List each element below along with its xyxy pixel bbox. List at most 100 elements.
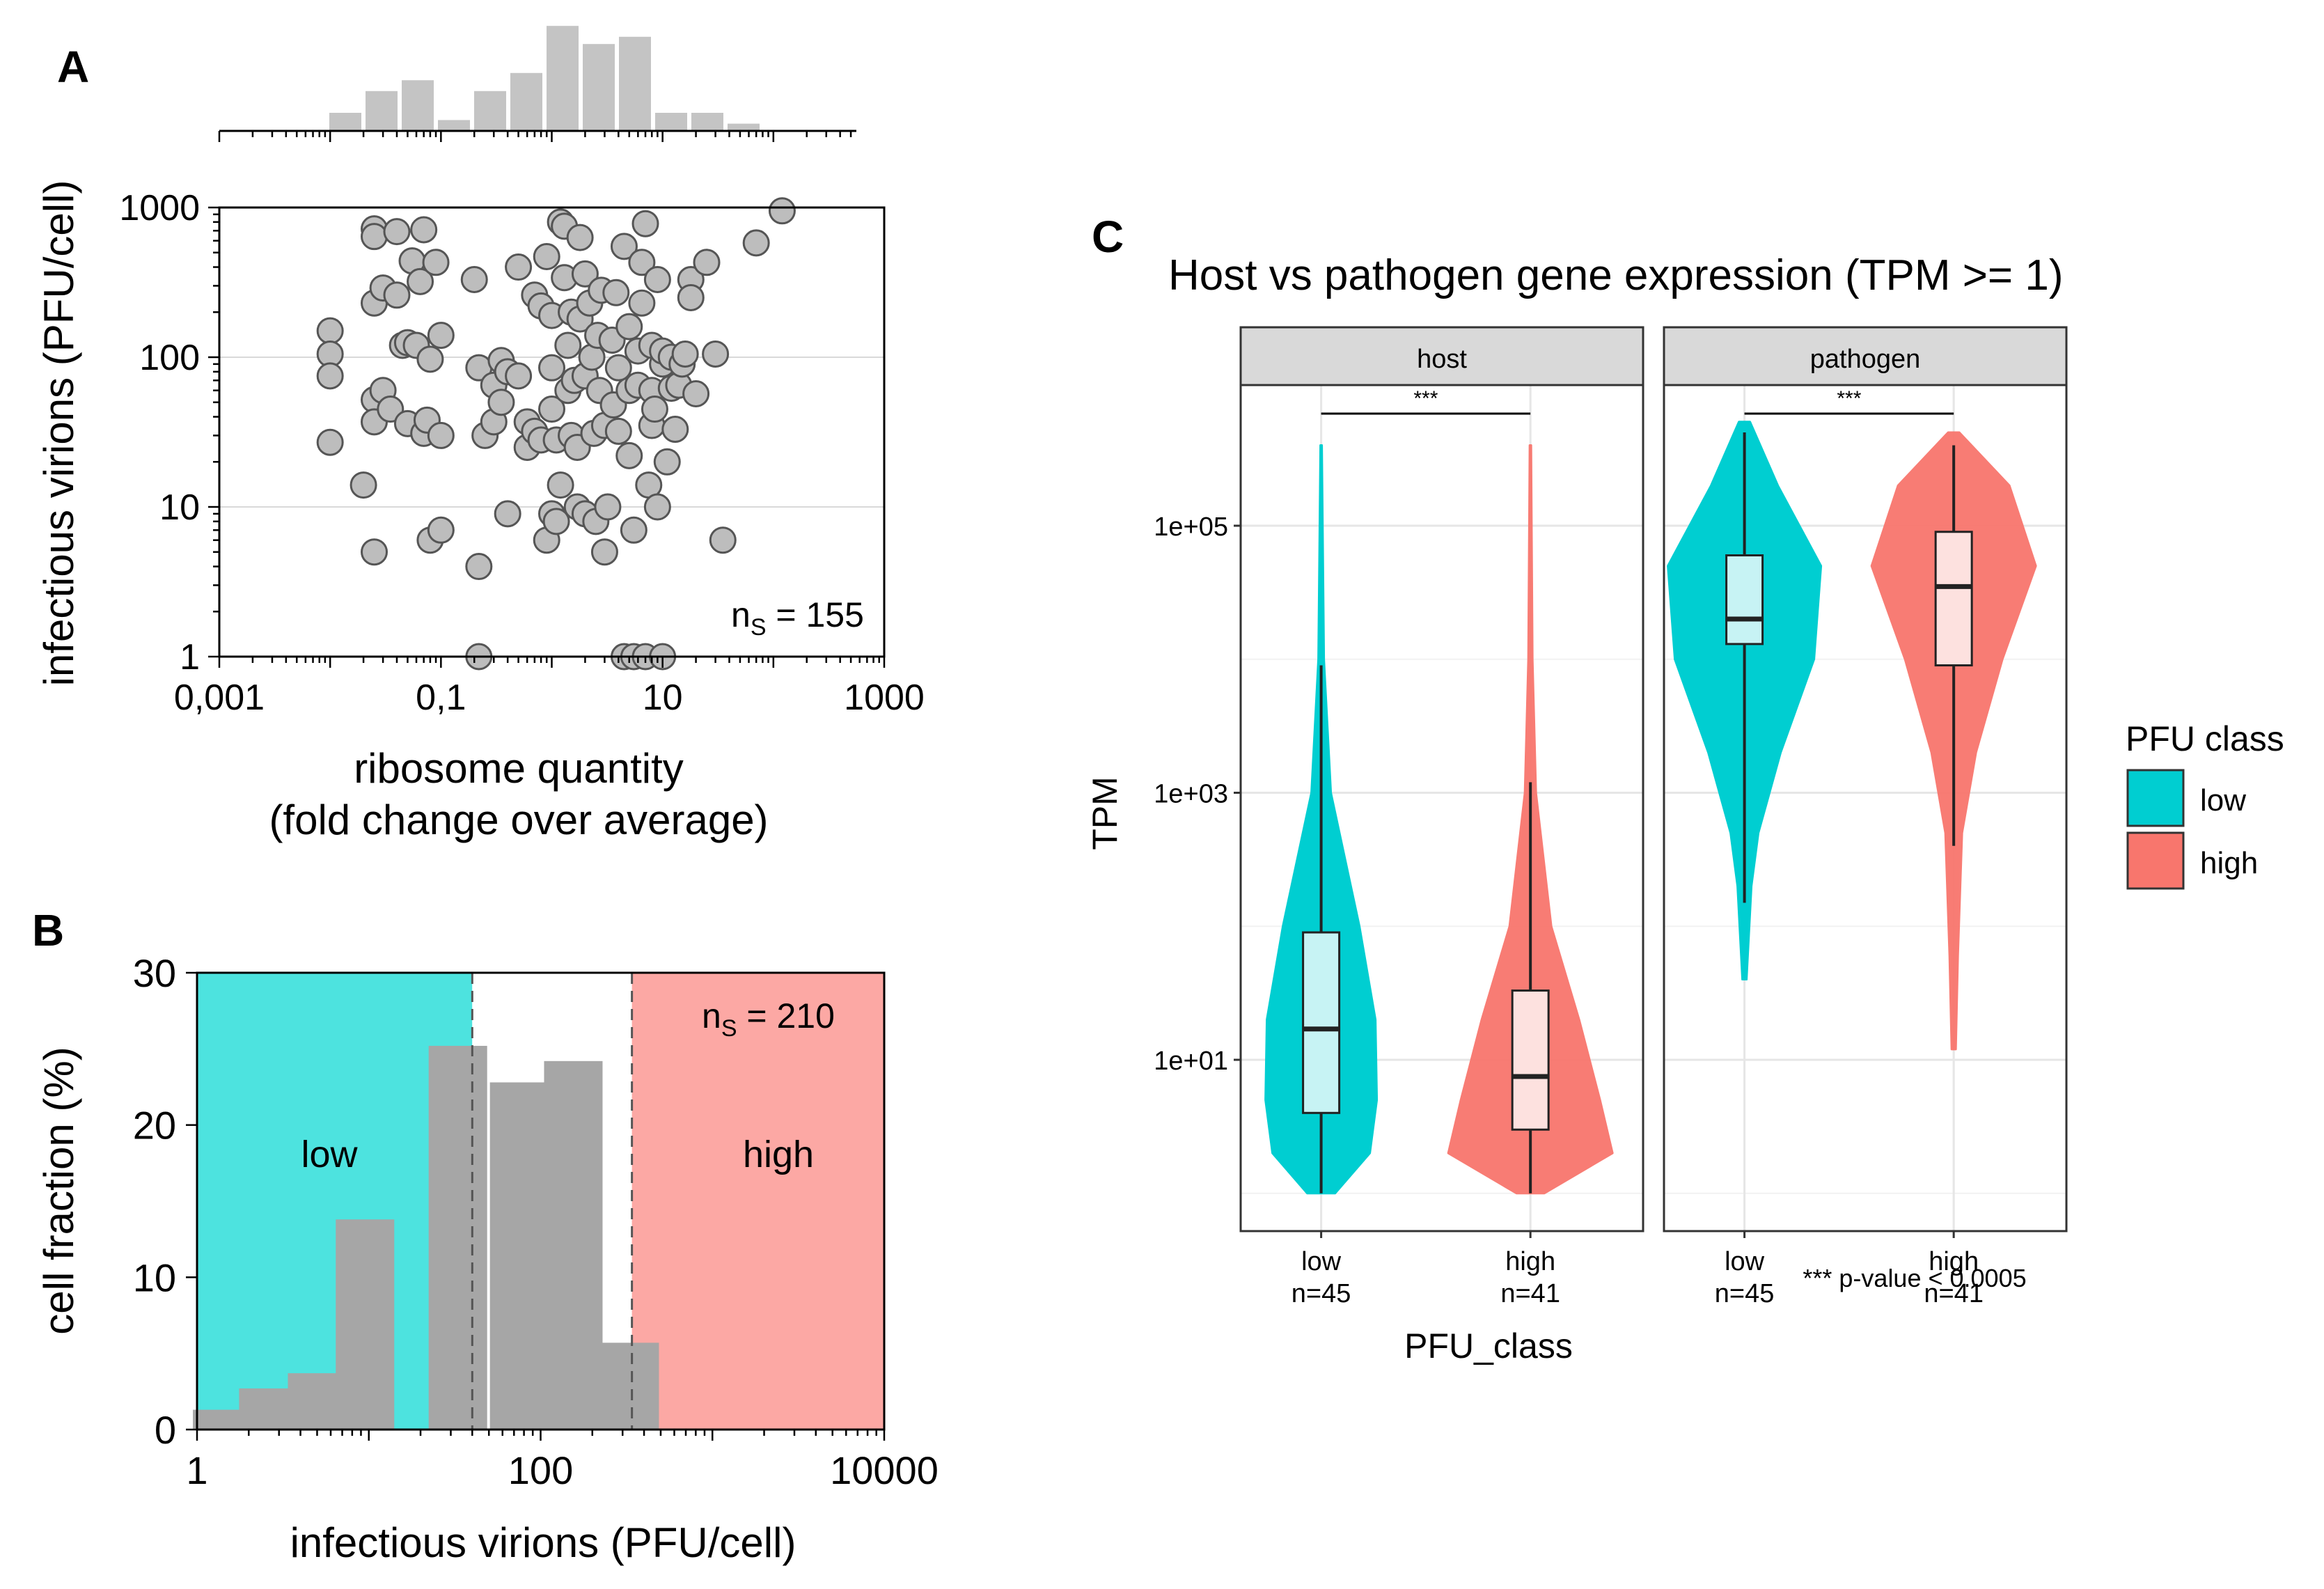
scatter-point [682,379,710,407]
violin-x-category: high [1505,1247,1555,1276]
facet-strip [1239,326,1644,386]
scatter-point [768,197,796,225]
scatter-y-tick-label: 10 [159,487,200,528]
scatter-x-tick-label: 10 [643,678,683,718]
scatter-point [361,223,388,251]
histogram-bar [489,1082,549,1430]
violin-xlabel: PFU_class [1404,1326,1573,1365]
scatter-point [407,267,434,295]
legend-swatch-low [2126,769,2185,827]
scatter-point [615,441,643,469]
marginal-hist-bar [510,72,542,131]
violin-x-category: high [1929,1247,1979,1276]
violin-y-tick-label: 1e+05 [1154,512,1228,542]
scatter-point [610,233,638,260]
scatter-point [416,345,444,373]
low-region [197,973,473,1430]
scatter-point [620,516,647,544]
violin-x-count: n=41 [1500,1279,1560,1308]
histogram-bar [239,1388,298,1430]
scatter-point [671,340,699,368]
scatter-point [628,249,656,276]
region-high-label: high [743,1134,814,1175]
scatter-point [709,526,737,554]
scatter-n-value: = 155 [767,595,864,634]
box-high [1934,531,1973,667]
scatter-point [693,249,721,276]
scatter-point [533,242,560,270]
scatter-point [383,218,411,246]
marginal-hist-bar [691,113,723,131]
bar-ylabel: cell fraction (%) [36,1047,82,1334]
scatter-point [643,266,671,294]
box-low [1725,554,1764,645]
marginal-histogram [329,26,760,132]
scatter-point [427,322,455,350]
scatter-point [653,448,681,476]
panel-label-c: C [1092,212,1124,262]
scatter-point [422,249,450,276]
scatter-point [554,331,582,359]
threshold-lines [471,973,634,1430]
marginal-hist-bar [619,36,651,131]
marginal-hist-bar [329,113,361,131]
scatter-point [594,493,622,521]
bar-n-symbol: n [702,996,721,1035]
scatter-point [604,417,632,445]
scatter-n-annotation: nS = 155 [731,595,864,641]
scatter-point [505,362,533,390]
scatter-xlabel-line2: (fold change over average) [269,797,768,843]
violin-x-category: low [1301,1247,1342,1276]
bar-x-tick-label: 1 [186,1448,207,1492]
panel-label-b: B [32,905,64,955]
scatter-point [316,317,344,345]
scatter-xlabel: ribosome quantity [354,745,684,792]
scatter-plot: 0,001 0,1 10 1000 1 10 100 1000 [119,188,925,718]
scatter-point [427,516,455,544]
scatter-y-tick-label: 1000 [119,188,200,228]
scatter-point [465,553,493,581]
bar-axis-ticks: 1 100 10000 0 10 20 30 [133,951,939,1492]
scatter-point [542,508,570,535]
scatter-points [316,197,796,671]
scatter-point [487,389,515,416]
bar-y-tick-label: 30 [133,951,176,995]
significance-stars: *** [1413,387,1438,410]
scatter-point [566,224,594,251]
marginal-hist-bar [474,91,506,131]
scatter-point [460,266,488,294]
histogram-bar [428,1045,487,1430]
scatter-point [590,538,618,566]
scatter-point [643,493,671,521]
box-high [1511,989,1550,1131]
scatter-point [427,421,455,449]
violin-x-category: low [1725,1247,1765,1276]
scatter-x-tick-label: 1000 [844,678,925,718]
scatter-point [410,216,438,244]
bar-y-tick-label: 10 [133,1255,176,1299]
bar-xlabel: infectious virions (PFU/cell) [290,1519,796,1566]
scatter-n-symbol: n [731,595,751,634]
scatter-x-tick-label: 0,1 [416,678,466,718]
scatter-point [361,538,388,566]
facet-frame [1663,384,2068,1232]
scatter-point [615,313,643,340]
marginal-hist-bar [547,26,579,132]
marginal-hist-bar [438,120,470,131]
scatter-point [677,283,705,311]
violin-x-count: n=41 [1924,1279,1984,1308]
legend-label-low: low [2200,783,2246,817]
scatter-point [538,354,565,382]
marginal-hist-bar [583,44,615,132]
facet-frame [1239,384,1644,1232]
bar-n-value: = 210 [737,996,835,1035]
violin-x-count: n=45 [1291,1279,1351,1308]
facet-pathogen: pathogen *** low n=45 high n=41 [1663,326,2068,1308]
bar-n-subscript: S [721,1015,737,1042]
scatter-point [547,471,574,499]
facet-strip-label: host [1417,345,1467,374]
panel-label-a: A [57,42,89,92]
marginal-histogram-axis [218,130,856,142]
histogram-bar [544,1060,603,1430]
